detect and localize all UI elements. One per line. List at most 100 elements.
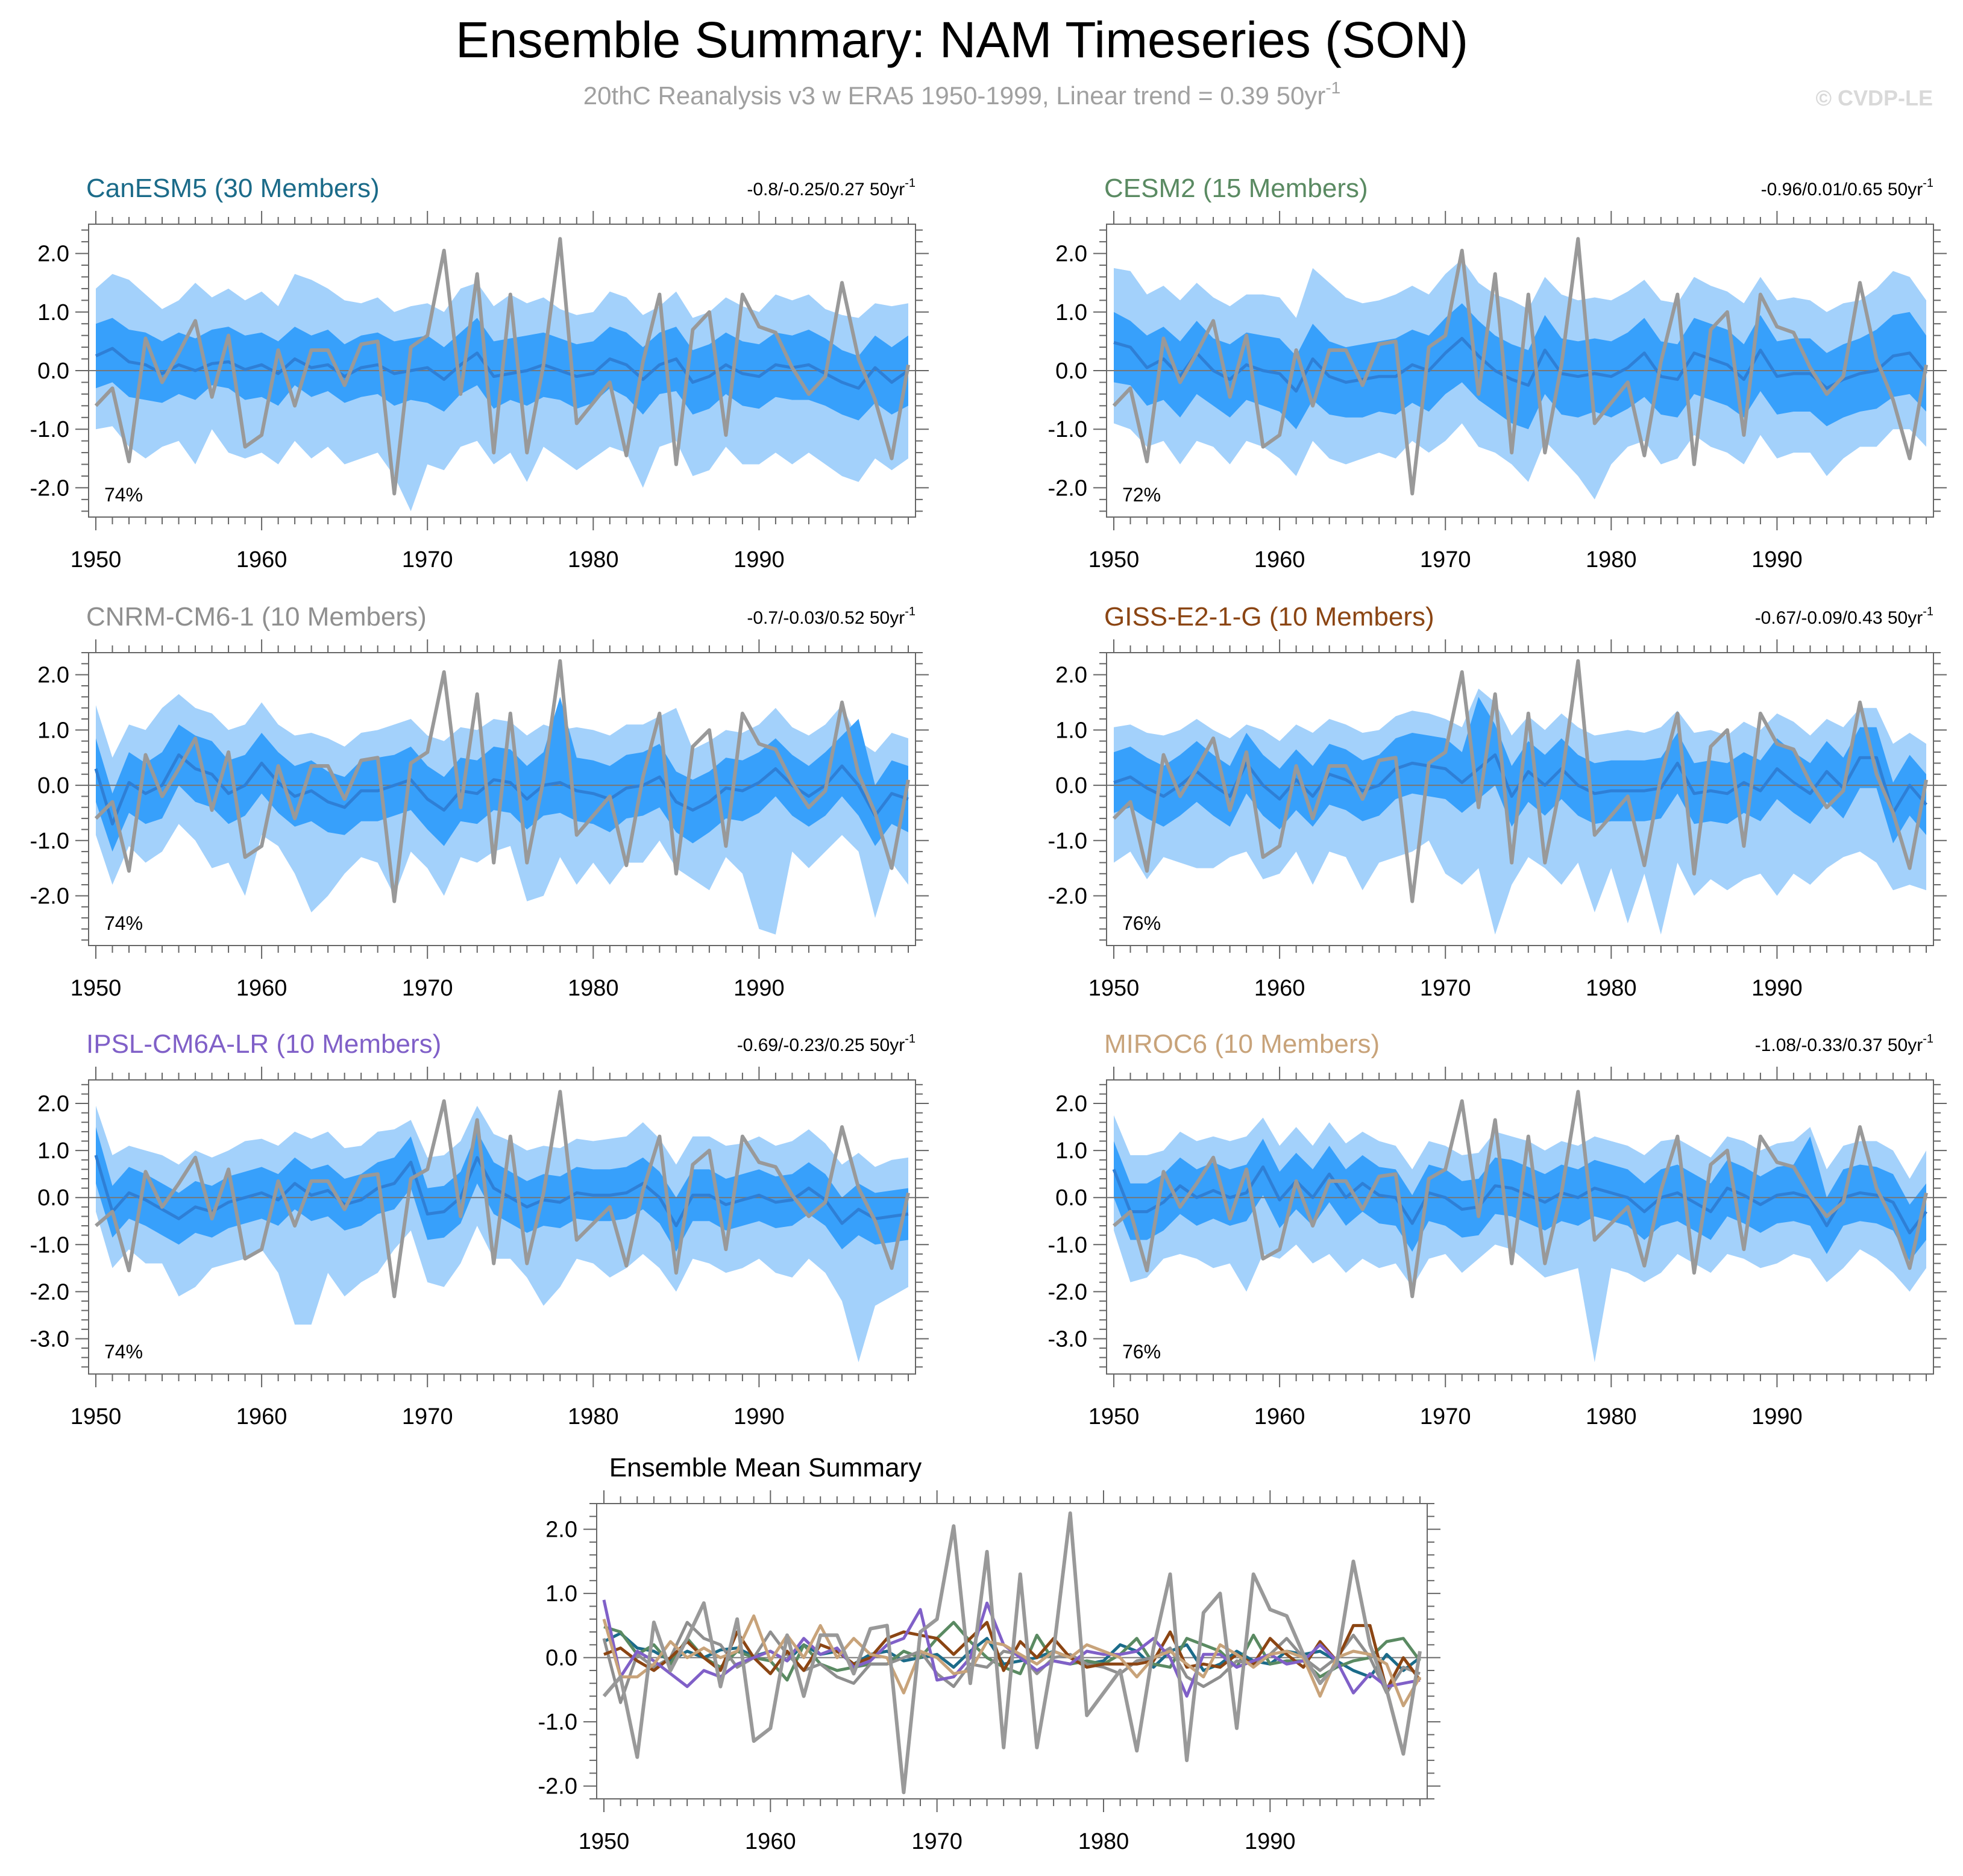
plot-frame (596, 1503, 1428, 1799)
plot-area (89, 1090, 916, 1363)
percent-label: 74% (104, 484, 143, 506)
x-tick-label: 1980 (568, 976, 619, 1001)
y-tick-label: 0.0 (1055, 773, 1087, 798)
x-tick-label: 1960 (236, 976, 287, 1001)
panel-title: CanESM5 (30 Members) (86, 174, 380, 203)
plot-area (1107, 1090, 1933, 1363)
x-tick-label: 1960 (745, 1829, 796, 1854)
trend-exponent: -1 (905, 1032, 916, 1046)
y-tick-label: 0.0 (1055, 359, 1087, 384)
plot-frame (88, 652, 916, 946)
x-tick-label: 1990 (1245, 1829, 1296, 1854)
x-tick-label: 1980 (568, 547, 619, 573)
x-tick-label: 1980 (1586, 1404, 1637, 1429)
x-tick-label: 1960 (1254, 1404, 1305, 1429)
chart-panel: IPSL-CM6A-LR (10 Members) -0.69/-0.23/0.2… (30, 1029, 929, 1429)
y-tick-label: -2.0 (1048, 475, 1087, 501)
percent-label: 74% (104, 912, 143, 934)
trend-values: -0.67/-0.09/0.43 50yr (1755, 608, 1923, 628)
plot-frame (1106, 652, 1934, 946)
observations-line (95, 1090, 910, 1299)
percent-label: 74% (104, 1341, 143, 1363)
x-tick-label: 1990 (1751, 1404, 1803, 1429)
percent-label: 76% (1122, 1341, 1161, 1363)
x-tick-label: 1960 (1254, 976, 1305, 1001)
x-tick-label: 1970 (911, 1829, 963, 1854)
x-tick-label: 1980 (568, 1404, 619, 1429)
panel-trend: -0.69/-0.23/0.25 50yr-1 (737, 1032, 916, 1055)
chart-panels: CanESM5 (30 Members) -0.8/-0.25/0.27 50yr… (30, 174, 1947, 1854)
x-tick-label: 1950 (1088, 1404, 1140, 1429)
observations-line (1112, 237, 1928, 496)
y-tick-label: 2.0 (1055, 242, 1087, 267)
watermark: © CVDP-LE (1815, 86, 1933, 110)
x-tick-label: 1990 (733, 976, 785, 1001)
panel-title: IPSL-CM6A-LR (10 Members) (86, 1029, 441, 1059)
panel-trend: -0.7/-0.03/0.52 50yr-1 (747, 605, 916, 628)
plot-area (1107, 237, 1933, 500)
trend-values: -0.8/-0.25/0.27 50yr (747, 180, 905, 199)
chart-panel: CESM2 (15 Members) -0.96/0.01/0.65 50yr-1… (1048, 174, 1947, 573)
percent-label: 72% (1122, 484, 1161, 506)
subtitle-exponent: -1 (1325, 78, 1340, 97)
x-tick-label: 1970 (1420, 1404, 1471, 1429)
trend-exponent: -1 (905, 177, 916, 190)
y-tick-label: 0.0 (37, 1185, 69, 1211)
x-tick-label: 1990 (733, 1404, 785, 1429)
x-tick-label: 1980 (1586, 547, 1637, 573)
plot-area (89, 659, 916, 935)
x-tick-label: 1950 (1088, 976, 1140, 1001)
panel-trend: -0.67/-0.09/0.43 50yr-1 (1755, 605, 1933, 628)
x-tick-label: 1950 (1088, 547, 1140, 573)
panel-trend: -1.08/-0.33/0.37 50yr-1 (1755, 1032, 1933, 1055)
y-tick-label: -1.0 (30, 1232, 69, 1258)
y-tick-label: 1.0 (1055, 718, 1087, 743)
y-tick-label: -2.0 (30, 883, 69, 909)
y-tick-label: 1.0 (37, 1138, 69, 1164)
trend-values: -0.96/0.01/0.65 50yr (1761, 180, 1923, 199)
x-tick-label: 1970 (402, 1404, 453, 1429)
y-tick-label: 2.0 (1055, 663, 1087, 688)
x-tick-label: 1990 (1751, 976, 1803, 1001)
y-tick-label: 0.0 (37, 359, 69, 384)
panel-trend: -0.96/0.01/0.65 50yr-1 (1761, 177, 1933, 199)
y-tick-label: -2.0 (30, 1279, 69, 1305)
y-tick-label: -1.0 (1048, 417, 1087, 442)
y-tick-label: -1.0 (30, 417, 69, 442)
panel-title: MIROC6 (10 Members) (1104, 1029, 1380, 1059)
chart-panel: CanESM5 (30 Members) -0.8/-0.25/0.27 50yr… (30, 174, 929, 573)
y-tick-label: -1.0 (30, 829, 69, 854)
trend-exponent: -1 (1923, 605, 1933, 618)
y-tick-label: 0.0 (545, 1646, 577, 1671)
plot-frame (88, 1079, 916, 1375)
y-tick-label: -2.0 (538, 1774, 577, 1799)
y-tick-label: 2.0 (37, 1091, 69, 1117)
x-tick-label: 1970 (1420, 547, 1471, 573)
observations-line (1112, 659, 1928, 903)
observations-line (1113, 1090, 1928, 1299)
chart-panel: Ensemble Mean Summary 2.0 1.0 0.0 -1.0 -2.0 19… (538, 1453, 1440, 1854)
x-tick-label: 1970 (1420, 976, 1471, 1001)
observations-line (94, 659, 910, 903)
panel-title: GISS-E2-1-G (10 Members) (1104, 602, 1434, 632)
x-tick-label: 1980 (1078, 1829, 1129, 1854)
x-tick-label: 1970 (402, 547, 453, 573)
chart-panel: MIROC6 (10 Members) -1.08/-0.33/0.37 50yr… (1048, 1029, 1947, 1429)
x-tick-label: 1990 (1751, 547, 1803, 573)
trend-values: -1.08/-0.33/0.37 50yr (1755, 1035, 1923, 1055)
y-tick-label: 1.0 (37, 718, 69, 743)
y-tick-label: -1.0 (538, 1710, 577, 1735)
panel-title: CESM2 (15 Members) (1104, 174, 1368, 203)
y-tick-label: 1.0 (545, 1581, 577, 1607)
x-tick-label: 1950 (71, 1404, 122, 1429)
y-tick-label: 0.0 (1055, 1185, 1087, 1211)
plot-area (597, 1511, 1427, 1795)
page-title: Ensemble Summary: NAM Timeseries (SON) (456, 11, 1468, 68)
trend-exponent: -1 (1923, 1032, 1933, 1046)
panel-trend: -0.8/-0.25/0.27 50yr-1 (747, 177, 916, 199)
x-tick-label: 1960 (1254, 547, 1305, 573)
chart-panel: GISS-E2-1-G (10 Members) -0.67/-0.09/0.43… (1048, 602, 1947, 1001)
y-tick-label: 1.0 (1055, 1138, 1087, 1164)
chart-panel: CNRM-CM6-1 (10 Members) -0.7/-0.03/0.52 5… (30, 602, 929, 1001)
